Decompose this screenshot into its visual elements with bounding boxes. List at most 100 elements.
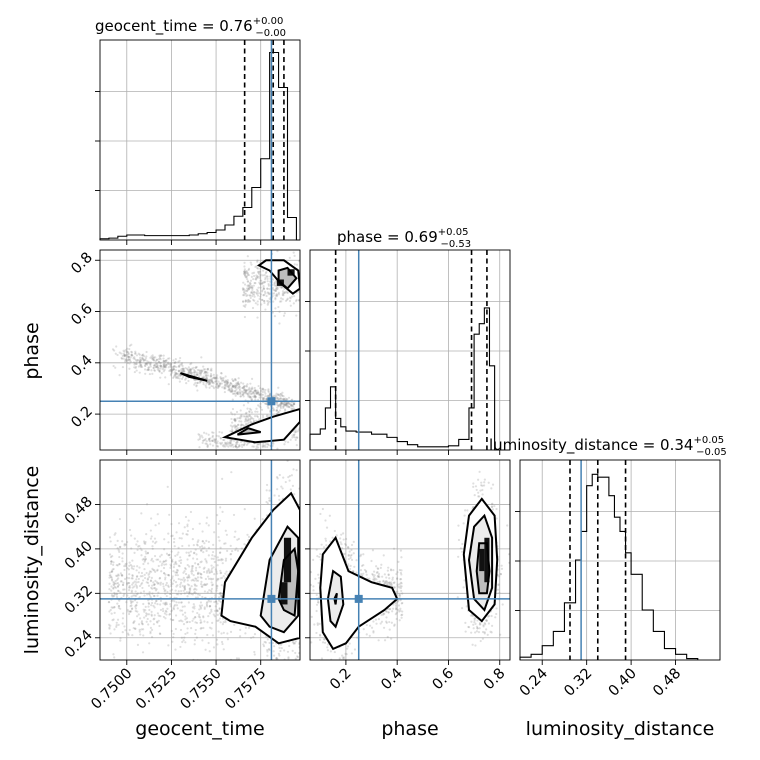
- joint-geocent-time--luminosity-distance-sample-1126: [158, 576, 162, 580]
- joint-geocent-time--luminosity-distance-sample-970: [174, 560, 177, 563]
- joint-geocent-time--luminosity-distance-sample-896: [205, 571, 209, 574]
- joint-geocent-time--luminosity-distance-sample-704: [175, 562, 178, 566]
- joint-geocent-time--luminosity-distance-sample-382: [238, 635, 242, 638]
- joint-geocent-time--phase-sample-612: [202, 365, 205, 368]
- joint-geocent-time--luminosity-distance-sample-596: [179, 645, 182, 649]
- joint-geocent-time--luminosity-distance-sample-659: [199, 549, 203, 552]
- joint-geocent-time--luminosity-distance-sample-7: [190, 626, 193, 630]
- joint-geocent-time--phase-sample-1742: [226, 442, 230, 445]
- joint-geocent-time--luminosity-distance-sample-1045: [202, 616, 205, 619]
- joint-geocent-time--luminosity-distance-sample-908: [206, 601, 209, 604]
- joint-geocent-time--phase-sample-1163: [245, 290, 249, 293]
- joint-geocent-time--phase-sample-1201: [247, 284, 250, 288]
- joint-geocent-time--luminosity-distance-sample-741: [218, 519, 222, 523]
- joint-geocent-time--phase-sample-1013: [253, 281, 256, 285]
- joint-geocent-time--phase-sample-272: [203, 370, 207, 374]
- joint-geocent-time--phase-sample-1796: [237, 445, 240, 449]
- joint-geocent-time--phase-sample-1469: [259, 406, 262, 409]
- joint-geocent-time--luminosity-distance-sample-1350: [176, 553, 179, 556]
- joint-geocent-time--phase-sample-268: [242, 382, 245, 385]
- joint-geocent-time--luminosity-distance-sample-598: [195, 579, 198, 582]
- joint-geocent-time--phase-sample-673: [202, 368, 205, 371]
- joint-geocent-time--phase-sample-819: [169, 363, 172, 367]
- joint-geocent-time--phase-sample-467: [281, 398, 284, 401]
- joint-geocent-time--phase-sample-1169: [258, 270, 261, 273]
- joint-geocent-time--phase-sample-312: [211, 377, 215, 380]
- joint-geocent-time--phase-sample-1540: [252, 420, 256, 423]
- joint-geocent-time--phase-sample-382: [211, 381, 214, 384]
- joint-geocent-time--phase-sample-71: [267, 390, 270, 394]
- joint-geocent-time--phase-sample-426: [225, 380, 229, 384]
- joint-geocent-time--phase-sample-731: [170, 362, 173, 365]
- joint-geocent-time--phase-sample-105: [121, 354, 124, 357]
- joint-geocent-time--luminosity-distance-sample-167: [220, 632, 223, 635]
- joint-geocent-time--phase-sample-471: [209, 374, 212, 377]
- joint-geocent-time--phase-sample-1412: [284, 440, 287, 443]
- joint-geocent-time--phase-sample-280: [255, 391, 258, 394]
- joint-geocent-time--phase-sample-1256: [261, 282, 264, 285]
- joint-geocent-time--luminosity-distance-sample-514: [113, 585, 116, 589]
- joint-geocent-time--luminosity-distance-sample-1265: [139, 633, 142, 636]
- joint-geocent-time--phase-sample-1722: [267, 443, 270, 447]
- joint-geocent-time--luminosity-distance-sample-390: [191, 538, 194, 541]
- joint-geocent-time--phase-sample-474: [241, 393, 244, 397]
- joint-geocent-time--phase-sample-729: [264, 392, 267, 395]
- joint-geocent-time--phase-sample-716: [262, 388, 265, 392]
- joint-geocent-time--phase-sample-1366: [233, 424, 237, 427]
- joint-geocent-time--luminosity-distance-sample-484: [194, 621, 197, 624]
- joint-geocent-time--luminosity-distance-sample-1288: [158, 632, 162, 635]
- joint-geocent-time--luminosity-distance-sample-574: [121, 540, 124, 543]
- joint-geocent-time--phase-sample-1594: [272, 407, 275, 410]
- joint-geocent-time--phase-sample-1176: [281, 293, 284, 297]
- joint-geocent-time--phase-sample-91: [172, 368, 175, 372]
- joint-geocent-time--luminosity-distance-sample-413: [191, 566, 194, 570]
- joint-geocent-time--phase-sample-1831: [234, 445, 237, 448]
- joint-geocent-time--luminosity-distance-sample-847: [222, 631, 225, 634]
- joint-geocent-time--luminosity-distance-sample-791: [180, 601, 183, 604]
- joint-geocent-time--luminosity-distance-sample-1124: [230, 549, 234, 553]
- joint-geocent-time--phase-sample-642: [152, 366, 155, 369]
- joint-geocent-time--luminosity-distance-sample-98: [108, 588, 111, 591]
- joint-geocent-time--luminosity-distance-sample-817: [218, 612, 222, 615]
- joint-geocent-time--phase-sample-1834: [209, 437, 212, 440]
- joint-geocent-time--phase-sample-343: [127, 352, 130, 355]
- joint-geocent-time--phase-sample-237: [242, 386, 245, 389]
- joint-geocent-time--phase-sample-785: [203, 368, 207, 371]
- joint-geocent-time--luminosity-distance-sample-13: [147, 605, 150, 608]
- joint-geocent-time--luminosity-distance-sample-412: [116, 564, 119, 567]
- joint-geocent-time--luminosity-distance-sample-340: [134, 609, 137, 613]
- joint-geocent-time--phase-sample-406: [285, 404, 288, 407]
- joint-geocent-time--phase-sample-424: [243, 385, 246, 388]
- joint-phase--luminosity-distance-sample-102: [320, 657, 324, 660]
- joint-geocent-time--phase-sample-57: [135, 362, 138, 365]
- joint-geocent-time--phase-sample-732: [189, 368, 193, 372]
- joint-geocent-time--luminosity-distance-sample-1089: [135, 586, 139, 589]
- joint-geocent-time--luminosity-distance-sample-1121: [112, 561, 115, 564]
- joint-geocent-time--luminosity-distance-sample-561: [206, 570, 209, 573]
- joint-geocent-time--phase-sample-1227: [242, 300, 245, 303]
- joint-phase--luminosity-distance-sample-498: [342, 657, 345, 660]
- joint-geocent-time--luminosity-distance-sample-522: [210, 591, 213, 594]
- joint-geocent-time--luminosity-distance-sample-1792: [288, 474, 291, 478]
- joint-geocent-time--phase-sample-286: [164, 365, 167, 368]
- joint-geocent-time--phase-sample-521: [233, 384, 236, 387]
- joint-geocent-time--phase-sample-1173: [264, 276, 267, 279]
- joint-geocent-time--luminosity-distance-sample-1180: [199, 601, 203, 604]
- joint-geocent-time--phase-sample-843: [231, 398, 234, 401]
- joint-geocent-time--phase-sample-1557: [249, 420, 252, 423]
- joint-geocent-time--luminosity-distance-sample-228: [205, 561, 208, 564]
- joint-geocent-time--phase-sample-509: [231, 384, 235, 388]
- joint-geocent-time--luminosity-distance-sample-868: [194, 569, 198, 572]
- joint-geocent-time--luminosity-distance-sample-458: [180, 537, 183, 540]
- joint-geocent-time--phase-sample-1774: [208, 437, 211, 440]
- joint-geocent-time--phase-sample-704: [181, 369, 185, 372]
- joint-geocent-time--phase-sample-1181: [249, 286, 252, 289]
- joint-geocent-time--phase-sample-902: [262, 286, 265, 290]
- joint-geocent-time--phase-sample-1118: [278, 285, 281, 288]
- joint-geocent-time--phase-sample-994: [246, 287, 249, 290]
- joint-geocent-time--luminosity-distance-sample-387: [113, 606, 116, 609]
- joint-geocent-time--phase-sample-1708: [225, 444, 228, 447]
- joint-geocent-time--luminosity-distance-sample-279: [216, 619, 219, 622]
- joint-geocent-time--phase-sample-598: [247, 401, 250, 404]
- joint-geocent-time--phase-sample-514: [162, 363, 166, 366]
